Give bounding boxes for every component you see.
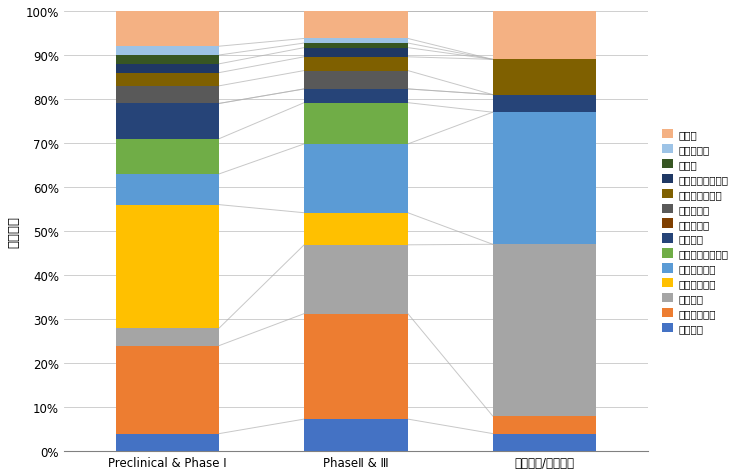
Bar [116,47,219,56]
Bar [116,139,219,175]
Bar [116,65,219,73]
Bar [304,12,408,40]
Bar [493,434,596,451]
Bar [304,58,408,71]
Bar [493,245,596,416]
Bar [493,12,596,60]
Bar [116,87,219,104]
Bar [304,314,408,419]
Y-axis label: 製品割合: 製品割合 [7,216,20,248]
Bar [116,205,219,328]
Bar [304,419,408,451]
Bar [493,416,596,434]
Bar [493,95,596,113]
Bar [304,103,408,145]
Bar [304,245,408,314]
Bar [493,113,596,245]
Bar [116,104,219,139]
Bar [304,44,408,49]
Bar [116,434,219,451]
Bar [116,73,219,87]
Bar [304,71,408,89]
Bar [304,40,408,44]
Bar [304,145,408,213]
Legend: その他, 呼吸器領域, 血液系, 泌尿・生殖器領域, 免疫・炎症領域, 消化器領域, 感染症領域, 眼科領域, 内分泌・代謝領域, 筋・骨格領域, 中枢神経領域: その他, 呼吸器領域, 血液系, 泌尿・生殖器領域, 免疫・炎症領域, 消化器領… [659,127,731,337]
Bar [304,49,408,58]
Bar [304,213,408,245]
Bar [116,175,219,205]
Bar [116,56,219,65]
Bar [116,346,219,434]
Bar [116,328,219,346]
Bar [493,60,596,95]
Bar [304,89,408,103]
Bar [116,12,219,47]
